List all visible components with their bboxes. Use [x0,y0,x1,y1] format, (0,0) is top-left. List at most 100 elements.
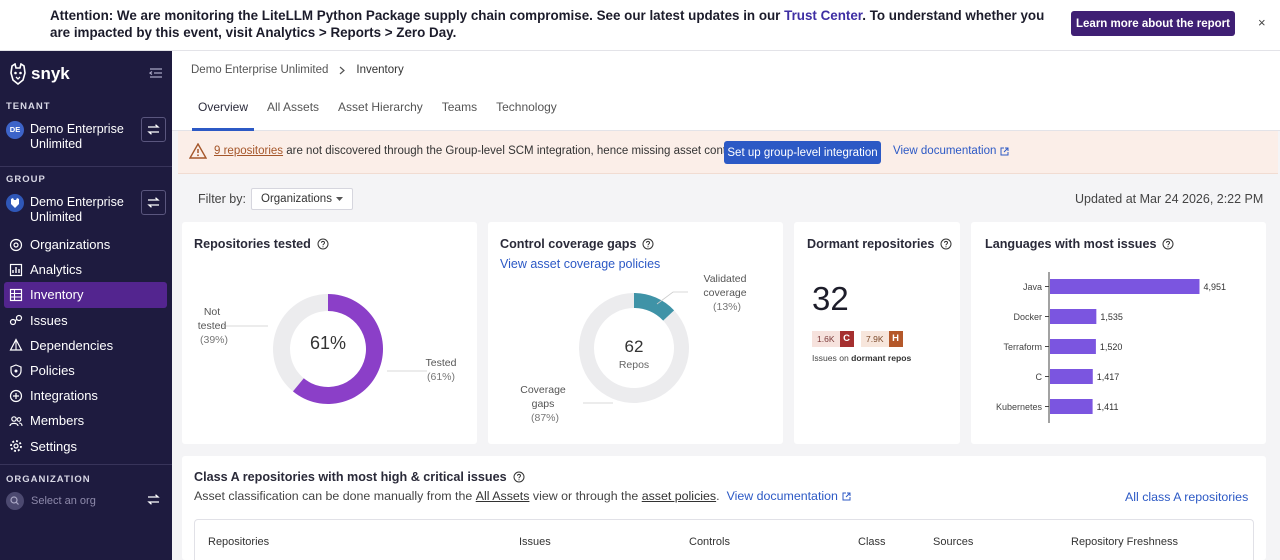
help-icon[interactable] [513,471,525,483]
sidebar-item-issues[interactable]: Issues [4,308,167,333]
help-icon[interactable] [1162,238,1174,250]
members-icon [9,416,23,427]
bar-c[interactable] [1050,369,1093,384]
tested-slice[interactable] [292,294,383,404]
trust-center-link[interactable]: Trust Center [784,8,863,23]
tab-overview[interactable]: Overview [192,100,255,131]
desc-part: Asset classification can be done manuall… [194,489,473,503]
caption-prefix: Issues on [812,353,852,363]
dormant-caption: Issues on dormant repos [812,353,911,363]
close-icon[interactable]: × [1258,15,1266,30]
help-icon[interactable] [940,238,952,250]
alert-message: 9 repositories are not discovered throug… [214,145,745,157]
sidebar-item-settings[interactable]: Settings [4,434,167,459]
tested-pct: (61%) [427,371,455,383]
view-documentation-link[interactable]: View documentation [893,145,1009,157]
swap-icon[interactable] [147,494,160,505]
high-letter: H [888,331,903,347]
chevron-right-icon [340,66,346,74]
sidebar-item-policies[interactable]: Policies [4,358,167,383]
sidebar-item-label: Integrations [30,388,98,404]
class-a-doc-link[interactable]: View documentation [727,489,851,503]
class-a-title-text: Class A repositories with most high & cr… [194,470,507,484]
validated-label-1: Validated [703,273,746,285]
swap-icon [147,197,160,208]
group-switch-button[interactable] [141,190,166,215]
sidebar-item-inventory[interactable]: Inventory [4,282,167,308]
tab-asset-hierarchy[interactable]: Asset Hierarchy [338,100,423,114]
not-tested-slice[interactable] [273,294,328,392]
tab-all-assets[interactable]: All Assets [267,100,320,114]
sidebar-item-analytics[interactable]: Analytics [4,257,167,282]
help-icon[interactable] [317,238,329,250]
sidebar-item-integrations[interactable]: Integrations [4,383,167,408]
column-header-class[interactable]: Class [858,536,886,548]
not-tested-label-2: tested [198,320,227,332]
tenant-selector[interactable]: DE Demo Enterprise Unlimited [6,117,166,151]
dormant-count[interactable]: 32 [812,280,849,317]
column-header-freshness[interactable]: Repository Freshness [1071,536,1178,548]
group-selector[interactable]: Demo Enterprise Unlimited [6,190,166,224]
not-tested-pct: (39%) [200,334,228,346]
asset-policies-link[interactable]: asset policies [641,489,717,503]
all-assets-link[interactable]: All Assets [475,489,530,503]
shield-icon [10,363,22,378]
caption-bold: dormant repos [851,353,912,363]
bar-kubernetes[interactable] [1050,399,1093,414]
sidebar-item-organizations[interactable]: Organizations [4,232,167,257]
sidebar-item-label: Issues [30,312,68,328]
high-badge: 7.9K H [861,331,903,347]
gear-icon [10,440,22,452]
help-icon[interactable] [642,238,654,250]
logo[interactable]: snyk [9,63,70,85]
sidebar-item-label: Dependencies [30,337,114,353]
repositories-link[interactable]: 9 repositories [214,145,284,157]
search-icon [6,492,24,510]
bar-docker[interactable] [1050,309,1097,324]
coverage-center-number: 62 [625,337,644,356]
sidebar-item-label: Organizations [30,237,111,253]
all-class-a-link[interactable]: All class A repositories [1125,490,1249,504]
value-label: 1,411 [1097,402,1119,412]
gaps-label-2: gaps [532,398,555,410]
group-name: Demo Enterprise Unlimited [30,195,124,224]
class-a-table-header: Repositories Issues Controls Class Sourc… [194,519,1254,560]
bar-java[interactable] [1050,279,1200,294]
value-label: 1,535 [1100,312,1123,322]
filter-dropdown[interactable]: Organizations [251,188,353,210]
org-selector[interactable]: Select an org [6,490,166,514]
category-label: Kubernetes [996,402,1043,412]
group-logo-icon [11,198,19,208]
inventory-icon [9,288,23,302]
gaps-pct: (87%) [531,412,559,424]
banner-text-2: . To understand whether you are impacted… [50,8,1045,40]
sidebar-item-dependencies[interactable]: Dependencies [4,333,167,358]
column-header-sources[interactable]: Sources [933,536,974,548]
column-header-repositories[interactable]: Repositories [208,536,270,548]
repositories-tested-card: Repositories tested 61% Not tested (39%)… [182,222,477,444]
languages-card: Languages with most issues Java 4,951 Dock… [971,222,1266,444]
card-title-text: Control coverage gaps [500,237,637,251]
page-header: Demo Enterprise Unlimited Inventory Over… [172,51,1280,131]
column-header-controls[interactable]: Controls [689,536,730,548]
column-header-issues[interactable]: Issues [519,536,551,548]
validated-label-2: coverage [703,287,746,299]
updated-timestamp: Updated at Mar 24 2026, 2:22 PM [1075,192,1264,206]
doc-link-label: View documentation [726,489,838,503]
collapse-sidebar-icon[interactable] [149,67,163,79]
value-label: 1,417 [1097,372,1120,382]
validated-coverage-slice[interactable] [634,293,675,321]
category-label: C [1036,372,1043,382]
view-coverage-policies-link[interactable]: View asset coverage policies [500,257,661,271]
tenant-switch-button[interactable] [141,117,166,142]
bar-terraform[interactable] [1050,339,1096,354]
card-title: Dormant repositories [807,237,952,251]
breadcrumb-item[interactable]: Demo Enterprise Unlimited [191,64,329,76]
issues-icon [9,315,23,326]
learn-more-button[interactable]: Learn more about the report [1071,11,1235,36]
tab-technology[interactable]: Technology [496,100,557,114]
tab-teams[interactable]: Teams [441,100,478,114]
setup-integration-button[interactable]: Set up group-level integration [724,141,881,164]
sidebar-item-label: Members [30,413,85,429]
sidebar-item-members[interactable]: Members [4,408,167,433]
